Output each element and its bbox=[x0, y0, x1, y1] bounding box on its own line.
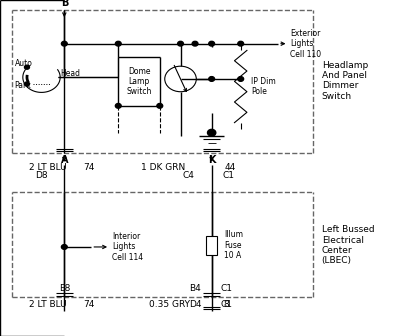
Circle shape bbox=[61, 41, 67, 46]
Text: B: B bbox=[61, 0, 68, 8]
Circle shape bbox=[209, 41, 215, 46]
Circle shape bbox=[157, 103, 163, 108]
Text: K: K bbox=[208, 155, 215, 165]
Text: Interior
Lights
Cell 114: Interior Lights Cell 114 bbox=[112, 232, 143, 262]
Text: 0.35 GRY: 0.35 GRY bbox=[149, 300, 190, 308]
Text: C1: C1 bbox=[222, 171, 234, 180]
Text: Exterior
Lights
Cell 110: Exterior Lights Cell 110 bbox=[290, 29, 322, 58]
Text: D4: D4 bbox=[189, 300, 201, 309]
Circle shape bbox=[115, 103, 121, 108]
Text: 44: 44 bbox=[224, 163, 235, 172]
Circle shape bbox=[178, 41, 183, 46]
Text: B4: B4 bbox=[189, 285, 201, 293]
FancyBboxPatch shape bbox=[207, 236, 217, 255]
Circle shape bbox=[115, 41, 121, 46]
Text: Left Bussed
Electrical
Center
(LBEC): Left Bussed Electrical Center (LBEC) bbox=[322, 225, 374, 265]
Text: 2 LT BLU: 2 LT BLU bbox=[29, 300, 67, 308]
Circle shape bbox=[24, 65, 29, 69]
Text: 74: 74 bbox=[83, 163, 94, 172]
Circle shape bbox=[192, 41, 198, 46]
Text: A: A bbox=[61, 155, 68, 165]
Text: 8: 8 bbox=[223, 300, 229, 308]
Text: Auto: Auto bbox=[15, 59, 32, 68]
Text: 2 LT BLU: 2 LT BLU bbox=[29, 163, 67, 172]
Text: C4: C4 bbox=[183, 171, 195, 180]
Text: 1 DK GRN: 1 DK GRN bbox=[141, 163, 186, 172]
Text: E8: E8 bbox=[59, 285, 70, 293]
Circle shape bbox=[24, 82, 29, 86]
Circle shape bbox=[61, 245, 67, 249]
Circle shape bbox=[238, 77, 244, 81]
Text: C1: C1 bbox=[220, 285, 232, 293]
Text: 74: 74 bbox=[83, 300, 94, 308]
Text: IP Dim
Pole: IP Dim Pole bbox=[251, 77, 276, 96]
Circle shape bbox=[238, 41, 244, 46]
Circle shape bbox=[209, 77, 215, 81]
Text: C1: C1 bbox=[220, 300, 232, 309]
Text: Head: Head bbox=[60, 70, 80, 78]
Circle shape bbox=[208, 129, 216, 136]
Text: D8: D8 bbox=[35, 171, 48, 180]
Text: Illum
Fuse
10 A: Illum Fuse 10 A bbox=[224, 230, 243, 260]
Text: Dome
Lamp
Switch: Dome Lamp Switch bbox=[126, 67, 152, 96]
Text: Headlamp
And Panel
Dimmer
Switch: Headlamp And Panel Dimmer Switch bbox=[322, 60, 368, 101]
Text: Park: Park bbox=[15, 81, 31, 90]
